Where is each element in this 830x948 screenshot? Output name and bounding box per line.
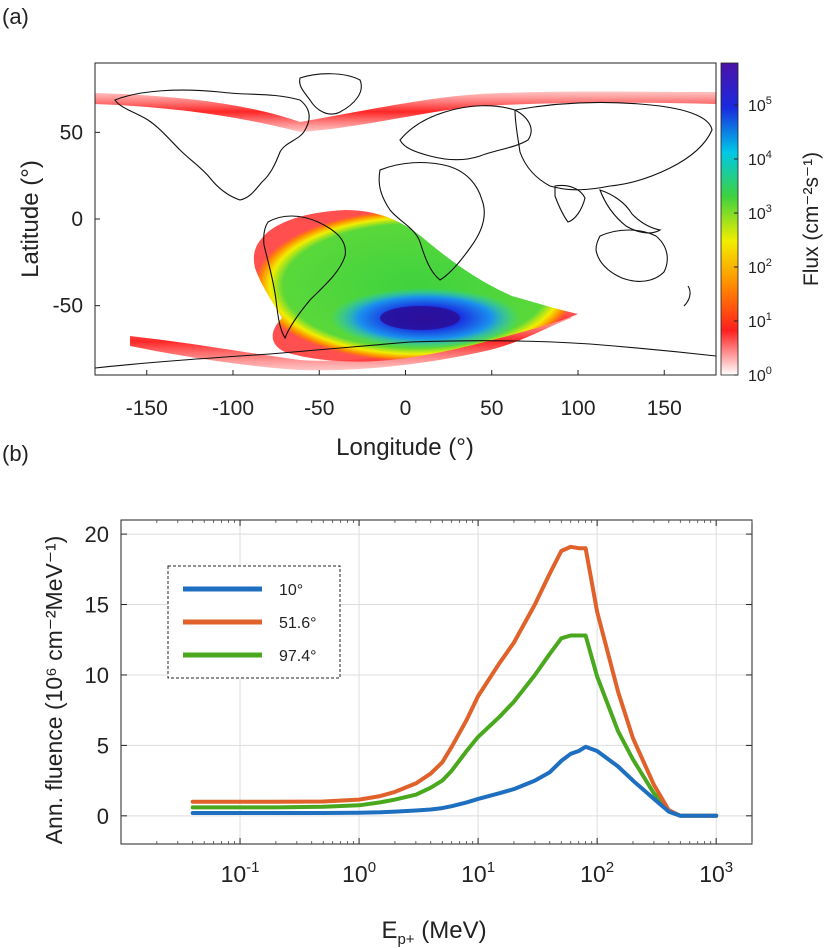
legend-items: 10° 51.6° 97.4° — [183, 582, 317, 665]
plot-x-axis-label: Ep+ (MeV) — [381, 917, 486, 948]
flux-band-north — [95, 91, 716, 132]
map-x-ticks: -150 -100 -50 0 50 100 150 — [126, 370, 682, 420]
new-zealand-outline — [683, 285, 691, 307]
colorbar-strip — [720, 62, 739, 376]
saa-peak — [380, 306, 460, 330]
south-america-outline — [263, 215, 346, 340]
colorbar-tick-exponent: 3 — [766, 203, 772, 215]
legend-label: 10° — [279, 582, 303, 599]
plot-y-axis-label: Ann. fluence (10⁶ cm⁻²MeV⁻¹) — [41, 536, 67, 845]
colorbar-tick-label: 100 — [748, 365, 772, 385]
y-tick-label: 20 — [85, 522, 109, 547]
colorbar-tick-exponent: 2 — [766, 257, 772, 269]
series-line-2 — [190, 544, 719, 818]
map-y-axis-label: Latitude (°) — [17, 160, 44, 278]
colorbar-tick-exponent: 5 — [766, 95, 772, 107]
y-tick-label: 0 — [97, 804, 109, 829]
colorbar-tick-base: 10 — [748, 98, 766, 115]
legend-label: 97.4° — [279, 648, 317, 665]
panel-a-label: (a) — [2, 4, 29, 29]
series-line-1 — [190, 744, 719, 818]
fluence-plot: 10-1 100 101 102 103 0 5 10 15 20 10° 51.6° 97.4° — [85, 519, 753, 887]
y-tick-label: 10 — [85, 663, 109, 688]
colorbar-label: Flux (cm⁻²s⁻¹) — [800, 152, 823, 286]
y-tick-label: 15 — [85, 593, 109, 618]
colorbar-tick-label: 105 — [748, 95, 772, 115]
x-tick-label: 103 — [699, 859, 733, 887]
x-tick-label: 101 — [461, 859, 495, 887]
x-axis-label-unit: (MeV) — [415, 917, 487, 944]
colorbar-tick-label: 102 — [748, 257, 772, 277]
southeast-asia-outline — [599, 189, 662, 234]
colorbar-tick-base: 10 — [748, 368, 766, 385]
map-y-ticks: -50 0 50 — [53, 121, 100, 318]
x-tick-label: 10-1 — [221, 859, 260, 887]
map-x-tick-label: 100 — [560, 397, 595, 420]
colorbar-tick-exponent: 0 — [766, 365, 772, 377]
colorbar-tick-label: 101 — [748, 311, 772, 331]
grid-lines — [121, 520, 752, 844]
legend-label: 51.6° — [279, 615, 317, 632]
x-axis-ticks: 10-1 100 101 102 103 — [156, 520, 753, 887]
series-line-3 — [190, 633, 719, 818]
australia-outline — [595, 229, 668, 282]
asia-outline — [514, 101, 713, 191]
map-x-tick-label: -100 — [212, 397, 254, 420]
colorbar-tick-base: 10 — [748, 206, 766, 223]
north-america-outline — [114, 89, 310, 201]
map-x-tick-label: -150 — [126, 397, 168, 420]
map-x-tick-label: -50 — [304, 397, 334, 420]
europe-outline — [399, 105, 532, 161]
panel-b-label: (b) — [2, 441, 29, 466]
map-y-tick-label: 50 — [60, 121, 83, 144]
map-x-tick-label: 50 — [480, 397, 503, 420]
legend: 10° 51.6° 97.4° — [167, 565, 341, 679]
map-x-axis-label: Longitude (°) — [336, 434, 474, 461]
y-tick-label: 5 — [97, 733, 109, 758]
colorbar-tick-base: 10 — [748, 260, 766, 277]
colorbar-tick-exponent: 1 — [766, 311, 772, 323]
colorbar-tick-base: 10 — [748, 314, 766, 331]
greenland-outline — [299, 73, 362, 115]
x-axis-label-subscript: p+ — [397, 931, 414, 948]
colorbar-tick-label: 103 — [748, 203, 772, 223]
colorbar-tick-base: 10 — [748, 152, 766, 169]
india-outline — [554, 184, 586, 223]
x-tick-label: 102 — [580, 859, 614, 887]
map-x-tick-label: 0 — [400, 397, 412, 420]
colorbar-tick-label: 104 — [748, 149, 772, 169]
series-lines — [190, 544, 719, 818]
map-y-tick-label: -50 — [53, 295, 83, 318]
africa-outline — [378, 162, 485, 281]
x-axis-label-main: E — [381, 917, 397, 944]
y-axis-ticks: 0 5 10 15 20 — [85, 522, 752, 829]
coastlines — [95, 73, 716, 369]
flux-map: -150 -100 -50 0 50 100 150 -50 0 50 — [53, 62, 717, 420]
colorbar-tick-exponent: 4 — [766, 149, 772, 161]
map-x-tick-label: 150 — [647, 397, 682, 420]
map-y-tick-label: 0 — [71, 208, 83, 231]
antarctica-outline — [95, 340, 716, 369]
x-tick-label: 100 — [342, 859, 376, 887]
